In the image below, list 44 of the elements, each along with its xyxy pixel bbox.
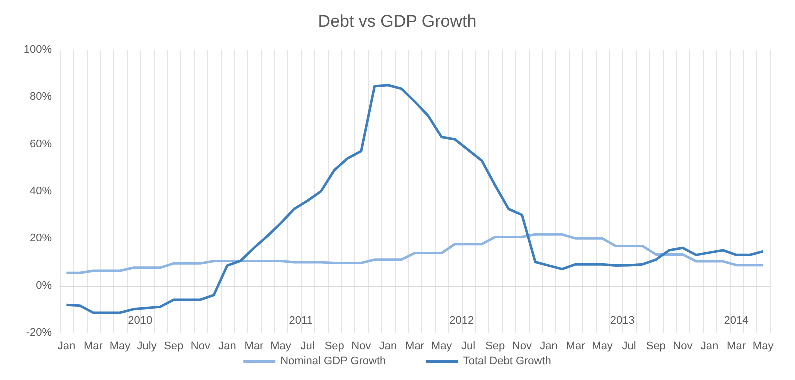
x-tick-label: Nov — [512, 340, 532, 352]
x-tick-label: Jan — [700, 340, 719, 352]
x-tick-label: Jul — [300, 340, 315, 352]
y-tick-label: 0% — [36, 280, 52, 292]
x-tick-label: May — [592, 340, 614, 352]
x-tick-label: May — [110, 340, 132, 352]
y-tick-label: 40% — [30, 186, 52, 198]
x-tick-label: Nov — [352, 340, 372, 352]
x-tick-label: Jan — [379, 340, 398, 352]
x-tick-label: Mar — [244, 340, 264, 352]
line-series — [65, 84, 765, 314]
line-series — [65, 233, 765, 274]
x-tick-label: July — [137, 340, 158, 352]
annotation: 2011 — [289, 315, 313, 328]
annotation: 2013 — [610, 315, 635, 328]
legend-label: Nominal GDP Growth — [280, 356, 386, 368]
x-tick-label: Jul — [462, 340, 476, 352]
y-tick-label: -20% — [26, 327, 52, 339]
x-tick-label: Jul — [622, 340, 636, 352]
x-tick-label: May — [270, 340, 292, 352]
x-tick-label: Mar — [566, 340, 586, 352]
x-tick-label: Jan — [58, 340, 76, 352]
x-tick-label: Sep — [324, 340, 344, 352]
y-tick-label: 100% — [24, 44, 52, 56]
x-tick-label: Sep — [646, 340, 666, 352]
x-tick-label: Nov — [190, 340, 211, 352]
y-tick-label: 20% — [30, 232, 52, 245]
annotation: 2010 — [128, 315, 153, 328]
legend-label: Total Debt Growth — [463, 356, 552, 368]
x-tick-label: May — [752, 340, 774, 352]
x-tick-label: Mar — [406, 340, 425, 352]
x-tick-label: Mar — [84, 340, 104, 352]
x-tick-label: May — [431, 340, 453, 352]
chart-title: Debt vs GDP Growth — [318, 12, 477, 31]
annotation: 2014 — [724, 315, 749, 328]
x-tick-label: Nov — [673, 340, 694, 352]
x-tick-label: Jan — [540, 340, 558, 352]
annotation: 2012 — [450, 315, 474, 328]
x-tick-label: Sep — [486, 340, 506, 352]
x-tick-label: Sep — [164, 340, 184, 352]
y-tick-label: 80% — [30, 91, 52, 104]
y-tick-label: 60% — [30, 138, 52, 150]
x-tick-label: Mar — [727, 340, 746, 352]
x-tick-label: Jan — [218, 340, 236, 352]
